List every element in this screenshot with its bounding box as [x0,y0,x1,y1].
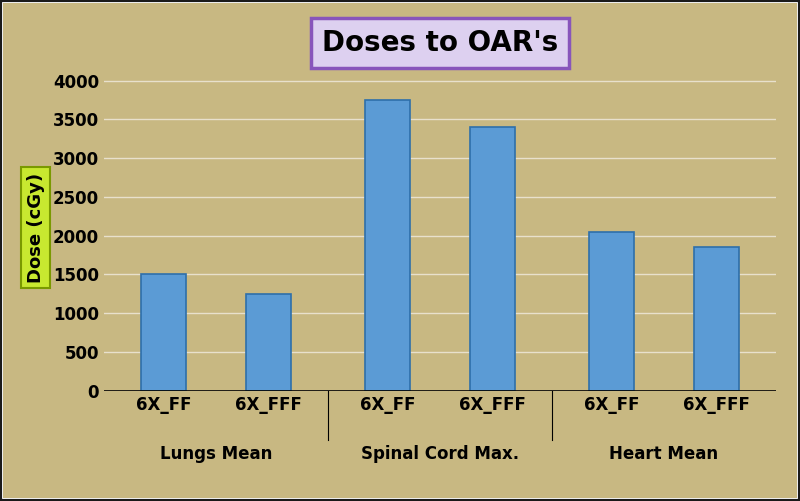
Bar [694,247,738,391]
Text: Heart Mean: Heart Mean [610,445,718,463]
Text: Spinal Cord Max.: Spinal Cord Max. [361,445,519,463]
Bar [246,294,290,391]
Bar [366,100,410,391]
Bar [142,275,186,391]
Text: Lungs Mean: Lungs Mean [160,445,272,463]
Bar [590,232,634,391]
Bar [470,127,514,391]
Y-axis label: Dose (cGy): Dose (cGy) [26,173,45,283]
Title: Doses to OAR's: Doses to OAR's [322,29,558,57]
